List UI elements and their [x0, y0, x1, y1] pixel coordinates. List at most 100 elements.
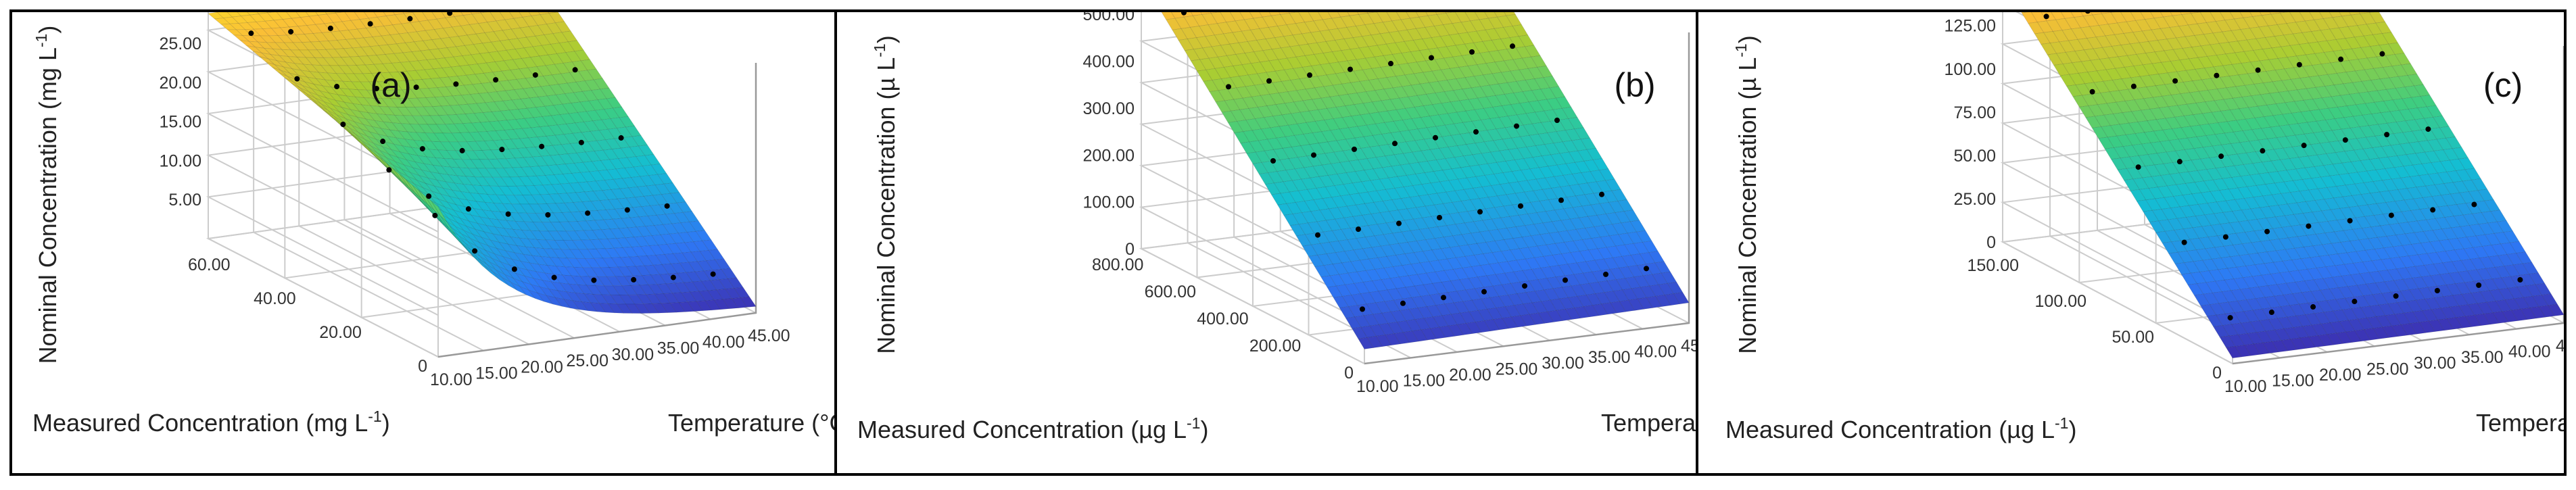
x-tick-label: 25.00 — [1496, 360, 1538, 378]
surface-cell — [1598, 168, 1615, 181]
data-point — [453, 81, 459, 87]
surface-cell — [325, 12, 337, 15]
surface-cell — [2299, 12, 2315, 22]
surface-cell — [740, 296, 757, 308]
data-point — [1522, 283, 1527, 289]
surface-cell — [2279, 12, 2297, 24]
surface-cell — [1574, 127, 1590, 140]
surface-cell — [1406, 12, 1420, 19]
depth-tick-label: 0 — [418, 357, 427, 376]
data-point — [545, 212, 551, 218]
data-point — [472, 248, 478, 254]
data-point — [493, 77, 499, 83]
data-point — [2352, 299, 2358, 305]
x-tick-label: 30.00 — [612, 345, 654, 364]
data-point — [2471, 201, 2477, 207]
surface-cell — [1661, 271, 1677, 284]
data-point — [1514, 123, 1519, 129]
data-point — [1477, 209, 1483, 215]
surface-cell — [1504, 12, 1516, 16]
surface-cell — [1298, 12, 1314, 23]
x-tick-label: 25.00 — [2366, 360, 2409, 378]
data-point — [432, 212, 438, 218]
surface-cell — [593, 78, 610, 90]
surface-cell — [1259, 12, 1272, 18]
depth-axis-label: Measured Concentration (µg L-1) — [1725, 414, 2076, 443]
surface-cell — [2477, 189, 2494, 201]
z-tick-label: 125.00 — [1945, 17, 1996, 36]
data-point — [1388, 61, 1393, 67]
data-point — [505, 211, 511, 217]
surface-cell — [1366, 12, 1377, 14]
surface-cell — [567, 40, 584, 52]
z-tick-label: 5.00 — [168, 191, 201, 210]
data-point — [1311, 152, 1316, 158]
data-point — [2130, 83, 2137, 89]
surface-cell — [1568, 117, 1584, 130]
data-point — [2388, 212, 2394, 218]
box-edge — [437, 63, 757, 358]
data-point — [664, 203, 670, 209]
data-point — [1307, 72, 1312, 78]
data-point — [670, 274, 676, 280]
surface-cell — [2021, 12, 2038, 24]
surface-cell — [657, 173, 673, 185]
data-point — [1599, 191, 1604, 197]
data-point — [1473, 129, 1479, 135]
surface-cell — [574, 49, 591, 62]
surface-cell — [1623, 210, 1640, 222]
surface — [2021, 12, 2564, 359]
surface-cell — [2220, 12, 2235, 21]
data-points — [2043, 12, 2523, 321]
data-point — [1266, 78, 1272, 84]
z-tick-label: 400.00 — [1083, 53, 1135, 72]
surface-cell — [2030, 12, 2047, 23]
z-tick-label: 15.00 — [159, 113, 201, 132]
surface-cell — [2394, 53, 2411, 66]
surface-cell — [561, 30, 578, 43]
surface-cell — [1586, 147, 1603, 160]
data-point — [2218, 153, 2224, 160]
surface-cell — [480, 12, 497, 23]
data-point — [1270, 158, 1276, 164]
y-axis-label: Nominal Concentration (µ L-1) — [1732, 35, 1761, 353]
surface-cell — [519, 12, 532, 18]
x-tick-label: 25.00 — [566, 351, 609, 370]
surface-cell — [2279, 12, 2289, 14]
data-point — [1603, 271, 1608, 277]
data-point — [1356, 226, 1361, 232]
surface-cell — [1425, 12, 1438, 16]
data-point — [340, 121, 346, 127]
data-point — [1518, 203, 1523, 209]
surface-cell — [695, 230, 712, 241]
data-point — [1554, 117, 1560, 123]
data-point — [499, 147, 505, 153]
data-point — [1226, 84, 1231, 90]
surface-cell — [1239, 12, 1254, 20]
data-point — [248, 30, 254, 36]
x-tick-label: 10.00 — [430, 370, 473, 389]
surface-cell — [499, 12, 515, 20]
surface-cell — [689, 220, 706, 232]
data-point — [2135, 164, 2141, 170]
surface-cell — [2080, 12, 2093, 17]
data-point — [1352, 146, 1357, 152]
z-ticks: 5.00 10.00 15.00 20.00 25.00 30.00 — [159, 12, 201, 210]
surface-cell — [354, 12, 369, 20]
surface-cell — [708, 249, 725, 260]
data-point — [2264, 228, 2270, 235]
x-tick-label: 30.00 — [1542, 354, 1584, 373]
surface-cell — [295, 12, 310, 18]
z-tick-label: 500.00 — [1083, 12, 1135, 24]
surface-cell — [1549, 86, 1566, 99]
surface-cell — [600, 87, 616, 99]
x-tick-label: 20.00 — [2319, 366, 2362, 385]
grid-line — [208, 12, 527, 240]
surface-cell — [2368, 12, 2375, 14]
surface-cell — [2259, 12, 2272, 16]
surface-cell — [2160, 12, 2174, 18]
surface-cell — [2375, 21, 2392, 34]
y-axis-label: Nominal Concentration (mg L-1) — [32, 26, 62, 364]
